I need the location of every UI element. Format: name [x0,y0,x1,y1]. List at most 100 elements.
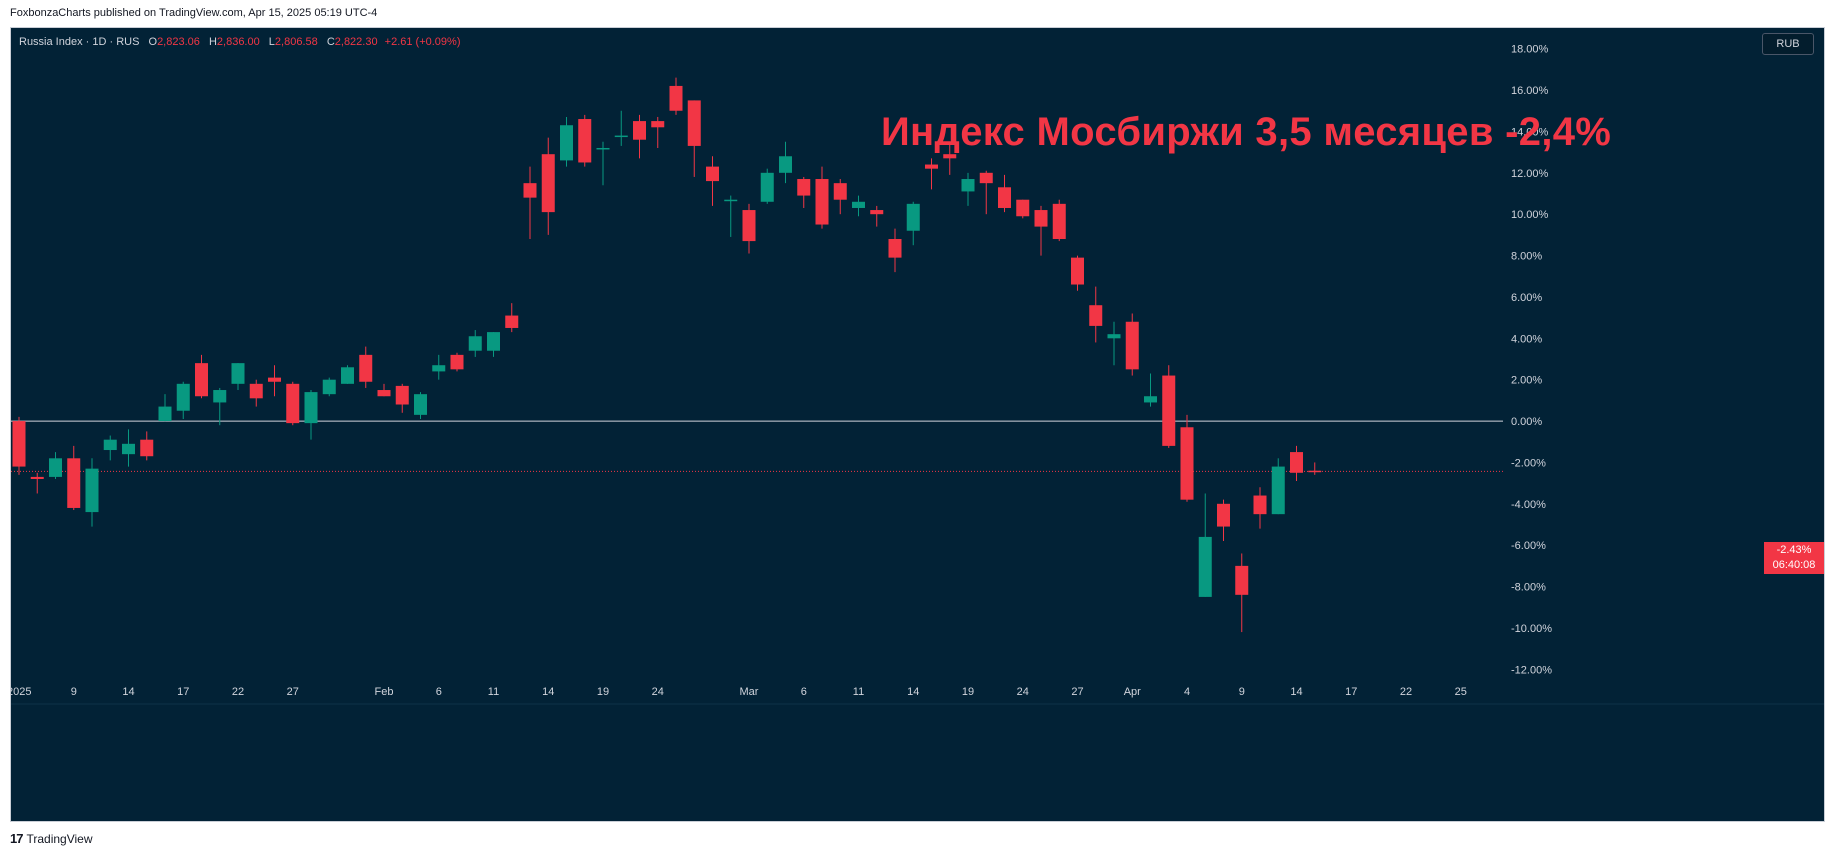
last-price-value: -2.43% [1776,544,1812,556]
candle-body [1107,334,1121,339]
x-tick-label: 17 [177,686,189,698]
chart-panel[interactable]: 18.00% 16.00% 14.00% 12.00% 10.00% 8.00% 6.00%… [10,27,1825,822]
candle-body [12,421,26,467]
last-price-label: -2.43% 06:40:08 [1764,542,1824,574]
candle-body [852,201,865,208]
y-tick-label: 6.00% [1511,292,1542,304]
x-tick-label: 14 [1290,686,1302,698]
y-tick-label: 18.00% [1511,44,1549,56]
open-label: O [148,36,158,48]
candle-body [1308,470,1322,473]
candle-body [833,183,847,200]
close-value: 2,822.30 [334,36,378,48]
x-tick-label: 19 [597,686,609,698]
candle-body [30,476,44,479]
x-tick-label: 9 [1239,686,1245,698]
candle-body [304,392,318,424]
candle-body [1052,203,1066,240]
candle-body [888,239,902,258]
candle-body [286,383,300,424]
chart-annotation[interactable]: Индекс Мосбиржи 3,5 месяцев -2,4% [881,110,1612,154]
candle-body [359,354,373,382]
y-tick-label: -12.00% [1511,664,1552,676]
candle-body [1290,452,1303,473]
candle-body [1162,375,1176,446]
x-tick-label: 14 [542,686,554,698]
candle-body [176,383,190,411]
candle-body [487,332,500,351]
candle-body [1271,466,1285,515]
open-value: 2,823.06 [157,36,200,48]
y-tick-label: 12.00% [1511,168,1549,180]
y-tick-label: -8.00% [1511,582,1546,594]
x-tick-label: 9 [71,686,77,698]
y-tick-label: -4.00% [1511,499,1546,511]
candle-body [1144,396,1157,403]
candle-body [377,390,391,397]
x-tick-label: 27 [1071,686,1083,698]
x-tick-label: 14 [122,686,134,698]
x-tick-label: 14 [907,686,919,698]
candle-body [870,210,884,215]
x-tick-label: 2025 [11,686,31,698]
candle-body [906,203,920,231]
candle-body [268,377,281,382]
candlestick-chart[interactable]: 18.00% 16.00% 14.00% 12.00% 10.00% 8.00% 6.00%… [11,28,1824,821]
candle-body [1180,427,1194,500]
candle-body [505,315,519,328]
y-tick-label: 14.00% [1511,126,1549,138]
candle-body [249,383,263,399]
x-tick-label: 11 [488,686,499,698]
x-tick-label: 27 [287,686,299,698]
candle-body [724,199,738,202]
currency-button[interactable]: RUB [1762,33,1814,55]
x-tick-label: Apr [1124,686,1141,698]
candle-body [213,390,227,403]
footer: 17 TradingView [10,831,93,846]
candle-body [341,367,354,384]
x-tick-label: 17 [1345,686,1357,698]
candle-body [103,439,117,451]
x-tick-label: 22 [232,686,244,698]
candle-body [578,119,592,163]
candle-body [195,363,208,397]
x-tick-label: Feb [375,686,394,698]
candle-body [669,85,683,111]
x-tick-label: 22 [1400,686,1412,698]
candle-body [468,336,482,351]
candle-body [158,406,172,422]
candle-body [815,179,829,225]
candle-body [779,156,792,173]
y-tick-label: 16.00% [1511,85,1549,97]
y-tick-label: 10.00% [1511,209,1549,221]
candle-body [925,164,938,169]
x-tick-label: 11 [853,686,864,698]
close-label: C [326,36,335,48]
y-tick-label: -10.00% [1511,623,1552,635]
x-tick-label: 19 [962,686,974,698]
x-tick-label: 24 [652,686,664,698]
candle-body [49,458,62,477]
candle-body [67,458,81,508]
candle-body [1125,321,1139,370]
candle-body [450,354,464,370]
candle-body [1217,503,1230,527]
candle-body [961,179,975,192]
candle-body [231,363,245,384]
candle-body [414,394,427,415]
x-tick-label: 6 [436,686,442,698]
x-tick-label: 24 [1017,686,1029,698]
x-tick-label: 6 [801,686,807,698]
brand-name[interactable]: TradingView [26,831,93,846]
candle-body [687,100,701,146]
y-tick-label: 8.00% [1511,251,1542,263]
candle-body [998,187,1011,208]
y-tick-label: -2.00% [1511,457,1546,469]
candle-body [651,121,665,128]
candle-body [979,172,993,184]
candle-body [395,385,409,405]
candle-body [322,379,336,395]
candle-body [122,443,135,455]
tradingview-logo-icon[interactable]: 17 [10,831,24,846]
low-label: L [268,36,275,48]
